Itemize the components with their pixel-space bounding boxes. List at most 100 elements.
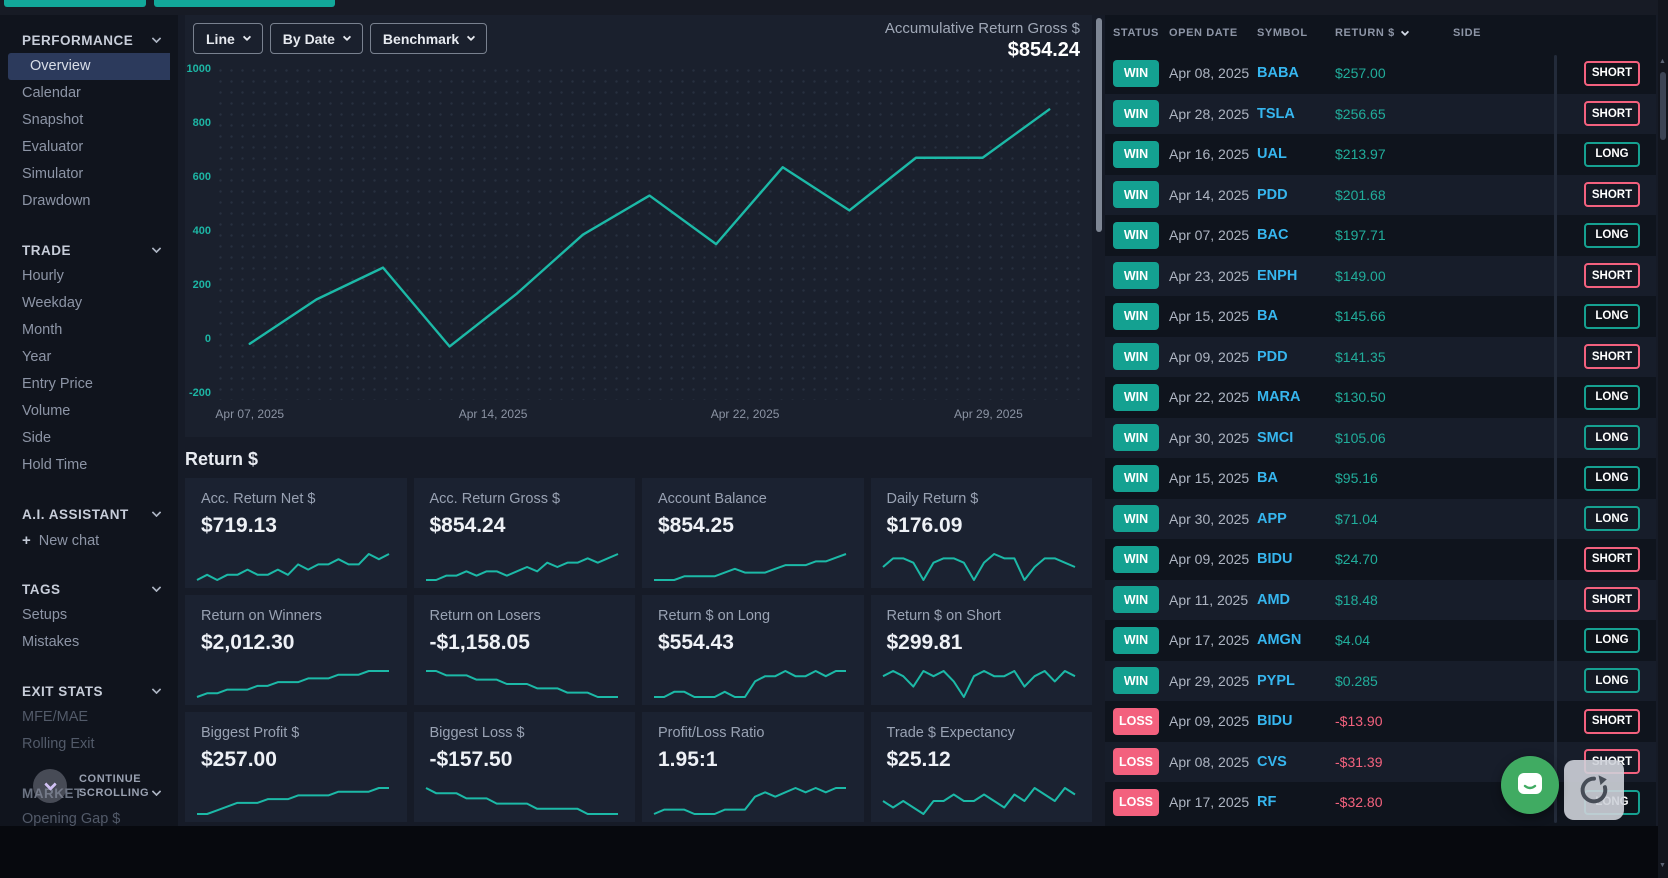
column-header-return[interactable]: RETURN $	[1335, 27, 1453, 39]
sparkline-chart	[425, 553, 618, 581]
sidebar-section-header-a-i-assistant[interactable]: A.I. ASSISTANT	[0, 501, 178, 527]
sidebar-section-header-tags[interactable]: TAGS	[0, 576, 178, 602]
side-badge: LONG	[1584, 425, 1640, 451]
table-row[interactable]: WIN Apr 30, 2025 SMCI $105.06 LONG	[1105, 417, 1656, 458]
sidebar-item-snapshot[interactable]: Snapshot	[0, 107, 178, 134]
open-date-cell: Apr 17, 2025	[1169, 794, 1250, 811]
sidebar-item-rolling-exit[interactable]: Rolling Exit	[0, 731, 178, 758]
chart-metric-label: Accumulative Return Gross $	[884, 20, 1080, 37]
column-header-side[interactable]: SIDE	[1453, 27, 1584, 39]
symbol-cell[interactable]: CVS	[1257, 753, 1287, 770]
side-badge: SHORT	[1584, 587, 1640, 613]
table-row[interactable]: WIN Apr 28, 2025 TSLA $256.65 SHORT	[1105, 93, 1656, 134]
sidebar-item-label: Hourly	[22, 268, 64, 284]
column-header-label: RETURN $	[1335, 27, 1395, 39]
symbol-cell[interactable]: BA	[1257, 308, 1278, 325]
symbol-cell[interactable]: BABA	[1257, 65, 1299, 82]
column-header-symbol[interactable]: SYMBOL	[1257, 27, 1335, 39]
sidebar-section-header-trade[interactable]: TRADE	[0, 237, 178, 263]
table-row[interactable]: WIN Apr 08, 2025 BABA $257.00 SHORT	[1105, 53, 1656, 94]
sidebar-item-drawdown[interactable]: Drawdown	[0, 188, 178, 215]
symbol-cell[interactable]: AMD	[1257, 591, 1291, 608]
symbol-cell[interactable]: PYPL	[1257, 672, 1295, 689]
dropdown-by-date[interactable]: By Date	[269, 23, 363, 54]
table-row[interactable]: WIN Apr 17, 2025 AMGN $4.04 LONG	[1105, 620, 1656, 661]
column-header-open-date[interactable]: OPEN DATE	[1169, 27, 1257, 39]
sidebar-item-simulator[interactable]: Simulator	[0, 161, 178, 188]
symbol-cell[interactable]: MARA	[1257, 389, 1301, 406]
sidebar-item-hourly[interactable]: Hourly	[0, 263, 178, 290]
sidebar-item-mistakes[interactable]: Mistakes	[0, 629, 178, 656]
sidebar-item-new-chat[interactable]: + New chat	[0, 527, 178, 554]
sidebar-item-evaluator[interactable]: Evaluator	[0, 134, 178, 161]
table-row[interactable]: WIN Apr 23, 2025 ENPH $149.00 SHORT	[1105, 255, 1656, 296]
symbol-cell[interactable]: BA	[1257, 470, 1278, 487]
table-row[interactable]: WIN Apr 30, 2025 APP $71.04 LONG	[1105, 498, 1656, 539]
symbol-cell[interactable]: RF	[1257, 794, 1277, 811]
table-scrollbar[interactable]	[1554, 55, 1557, 823]
scroll-up-icon[interactable]: ▲	[1659, 58, 1666, 65]
chat-launcher-button[interactable]	[1501, 756, 1559, 814]
sidebar-section-header-performance[interactable]: PERFORMANCE	[0, 27, 178, 53]
sidebar-item-label: Calendar	[22, 85, 81, 101]
sidebar-item-volume[interactable]: Volume	[0, 398, 178, 425]
return-cell: $145.66	[1335, 308, 1386, 325]
sidebar-item-mfe-mae[interactable]: MFE/MAE	[0, 704, 178, 731]
sidebar-item-entry-price[interactable]: Entry Price	[0, 371, 178, 398]
table-row[interactable]: WIN Apr 15, 2025 BA $145.66 LONG	[1105, 296, 1656, 337]
symbol-cell[interactable]: SMCI	[1257, 429, 1294, 446]
continue-scrolling-button[interactable]	[33, 769, 67, 803]
metric-card-trade-expectancy: Trade $ Expectancy $25.12	[870, 712, 1092, 822]
refresh-overlay-button[interactable]	[1564, 760, 1624, 820]
table-row[interactable]: WIN Apr 15, 2025 BA $95.16 LONG	[1105, 458, 1656, 499]
sidebar-item-month[interactable]: Month	[0, 317, 178, 344]
symbol-cell[interactable]: AMGN	[1257, 632, 1302, 649]
open-date-cell: Apr 15, 2025	[1169, 470, 1250, 487]
sidebar-item-weekday[interactable]: Weekday	[0, 290, 178, 317]
scroll-down-icon[interactable]: ▼	[1659, 862, 1666, 869]
sparkline-chart	[881, 553, 1075, 581]
top-tab-indicator-1[interactable]	[4, 0, 146, 7]
window-scrollbar-thumb[interactable]	[1660, 72, 1666, 140]
symbol-cell[interactable]: ENPH	[1257, 267, 1298, 284]
symbol-cell[interactable]: PDD	[1257, 186, 1288, 203]
table-row[interactable]: WIN Apr 29, 2025 PYPL $0.285 LONG	[1105, 660, 1656, 701]
metric-card-daily-return: Daily Return $ $176.09	[870, 478, 1092, 588]
dropdown-benchmark[interactable]: Benchmark	[369, 23, 488, 54]
sidebar-section-header-exit-stats[interactable]: EXIT STATS	[0, 678, 178, 704]
sidebar-item-calendar[interactable]: Calendar	[0, 80, 178, 107]
metric-card-acc-return-net: Acc. Return Net $ $719.13	[185, 478, 407, 588]
table-row[interactable]: WIN Apr 11, 2025 AMD $18.48 SHORT	[1105, 579, 1656, 620]
table-row[interactable]: WIN Apr 14, 2025 PDD $201.68 SHORT	[1105, 174, 1656, 215]
metric-card-label: Trade $ Expectancy	[886, 725, 1015, 741]
symbol-cell[interactable]: APP	[1257, 510, 1287, 527]
x-axis-tick: Apr 22, 2025	[710, 407, 780, 421]
symbol-cell[interactable]: BIDU	[1257, 713, 1293, 730]
symbol-cell[interactable]: BIDU	[1257, 551, 1293, 568]
open-date-cell: Apr 08, 2025	[1169, 753, 1250, 770]
sidebar-item-hold-time[interactable]: Hold Time	[0, 452, 178, 479]
symbol-cell[interactable]: PDD	[1257, 348, 1288, 365]
top-tab-indicator-2[interactable]	[154, 0, 335, 7]
chat-bubble-icon	[1518, 773, 1542, 794]
table-row[interactable]: WIN Apr 09, 2025 BIDU $24.70 SHORT	[1105, 539, 1656, 580]
sidebar-section-label: EXIT STATS	[22, 683, 104, 699]
symbol-cell[interactable]: TSLA	[1257, 105, 1295, 122]
symbol-cell[interactable]: BAC	[1257, 227, 1289, 244]
table-row[interactable]: WIN Apr 09, 2025 PDD $141.35 SHORT	[1105, 336, 1656, 377]
sidebar-item-year[interactable]: Year	[0, 344, 178, 371]
column-header-status[interactable]: STATUS	[1113, 27, 1169, 39]
sidebar-item-side[interactable]: Side	[0, 425, 178, 452]
sidebar-item-opening-gap[interactable]: Opening Gap $	[0, 806, 178, 826]
table-row[interactable]: WIN Apr 22, 2025 MARA $130.50 LONG	[1105, 377, 1656, 418]
table-row[interactable]: LOSS Apr 09, 2025 BIDU -$13.90 SHORT	[1105, 701, 1656, 742]
table-row[interactable]: WIN Apr 16, 2025 UAL $213.97 LONG	[1105, 134, 1656, 175]
dropdown-line[interactable]: Line	[193, 23, 263, 54]
y-axis-tick: 600	[192, 171, 211, 183]
sidebar-item-overview[interactable]: Overview	[8, 53, 170, 80]
table-row[interactable]: WIN Apr 07, 2025 BAC $197.71 LONG	[1105, 215, 1656, 256]
main-scrollbar-thumb[interactable]	[1096, 18, 1102, 232]
status-badge: WIN	[1113, 343, 1159, 371]
symbol-cell[interactable]: UAL	[1257, 146, 1287, 163]
sidebar-item-setups[interactable]: Setups	[0, 602, 178, 629]
